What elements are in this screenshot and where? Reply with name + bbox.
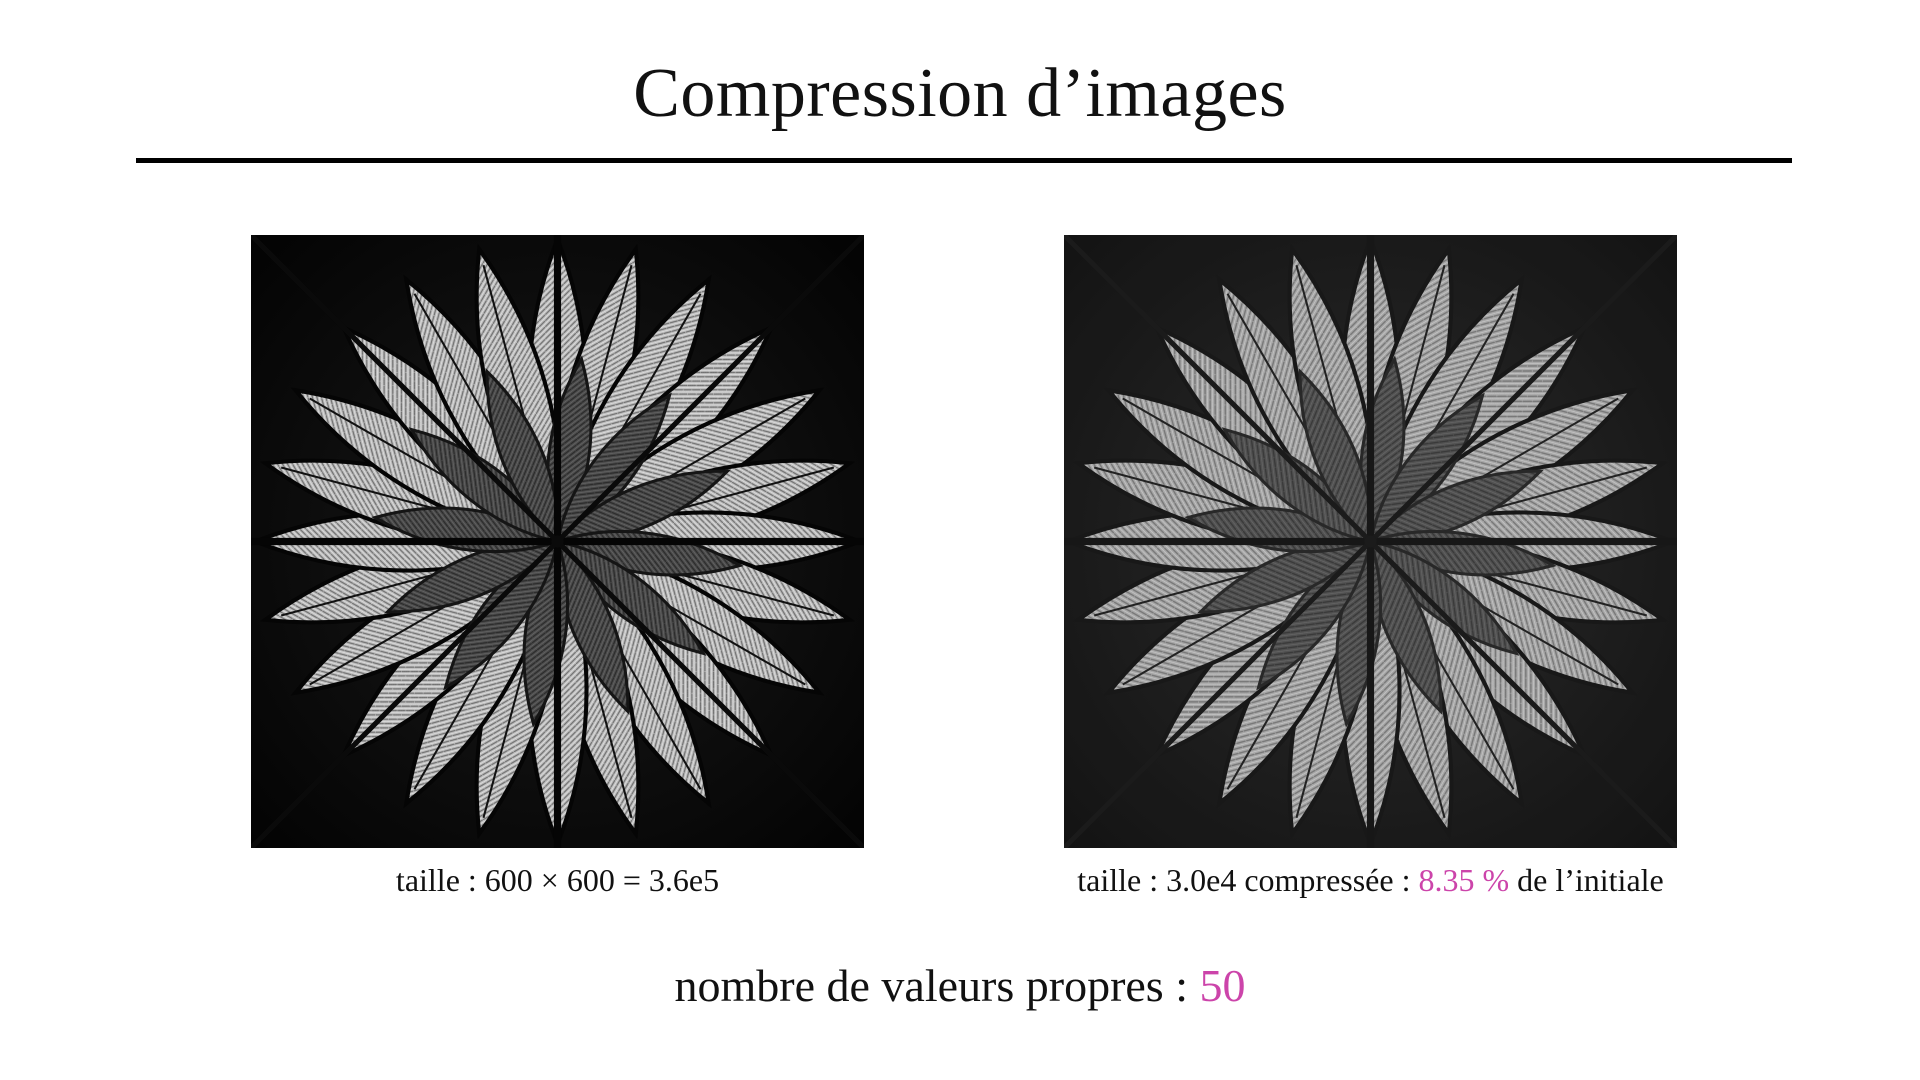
compressed-fractal-graphic bbox=[1064, 235, 1677, 848]
compression-ratio: 8.35 % bbox=[1418, 862, 1510, 898]
slide-title: Compression d’images bbox=[633, 55, 1287, 132]
original-image bbox=[251, 235, 864, 848]
compressed-size-caption: taille : 3.0e4 compressée : 8.35 % de l’… bbox=[1000, 860, 1741, 900]
original-size-caption: taille : 600 × 600 = 3.6e5 bbox=[395, 862, 720, 898]
compressed-size-text: taille : 3.0e4 compressée : bbox=[1077, 862, 1419, 898]
original-fractal-graphic bbox=[251, 235, 864, 848]
eigenvalue-count-value: 50 bbox=[1199, 960, 1246, 1011]
eigenvalue-count-line: nombre de valeurs propres : 50 bbox=[0, 958, 1920, 1014]
compressed-image bbox=[1064, 235, 1677, 848]
eigenvalue-count-label: nombre de valeurs propres : bbox=[674, 960, 1200, 1011]
compressed-size-suffix: de l’initiale bbox=[1509, 862, 1664, 898]
title-underline bbox=[136, 158, 1792, 163]
